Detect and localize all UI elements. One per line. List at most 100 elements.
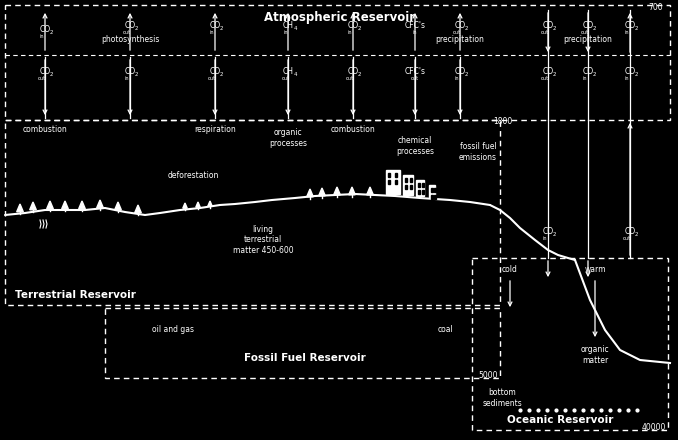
Text: living
terrestrial
matter 450-600: living terrestrial matter 450-600 xyxy=(233,225,294,255)
Text: CFC's: CFC's xyxy=(405,67,426,77)
Text: fossil fuel
emissions: fossil fuel emissions xyxy=(459,142,497,161)
Text: 2: 2 xyxy=(50,30,54,36)
Text: precipitation: precipitation xyxy=(563,36,612,44)
Text: out: out xyxy=(453,29,461,34)
Polygon shape xyxy=(183,203,187,208)
Text: Fossil Fuel Reservoir: Fossil Fuel Reservoir xyxy=(244,353,366,363)
Text: 2: 2 xyxy=(50,73,54,77)
Text: 2: 2 xyxy=(635,26,639,30)
Polygon shape xyxy=(115,202,121,210)
Bar xyxy=(5,120,500,305)
Bar xyxy=(395,173,397,177)
Text: Terrestrial Reservoir: Terrestrial Reservoir xyxy=(14,290,136,300)
Text: out: out xyxy=(208,77,216,81)
Text: respiration: respiration xyxy=(194,125,236,135)
Polygon shape xyxy=(30,202,37,210)
Bar xyxy=(410,185,412,189)
Text: in: in xyxy=(543,236,547,242)
Bar xyxy=(405,178,407,182)
Polygon shape xyxy=(367,187,374,195)
Text: 40000: 40000 xyxy=(641,423,666,433)
Polygon shape xyxy=(97,200,103,208)
Text: 2: 2 xyxy=(220,73,224,77)
Text: 4: 4 xyxy=(294,26,298,30)
Text: CO: CO xyxy=(210,67,220,77)
Text: out: out xyxy=(346,77,354,81)
Text: CO: CO xyxy=(347,67,359,77)
Bar xyxy=(418,190,420,194)
Bar xyxy=(395,180,397,184)
Text: Oceanic Reservoir: Oceanic Reservoir xyxy=(507,415,613,425)
Bar xyxy=(472,258,668,430)
Text: CO: CO xyxy=(39,26,51,34)
Text: 2: 2 xyxy=(635,232,639,238)
Polygon shape xyxy=(79,201,85,209)
Text: out: out xyxy=(38,77,46,81)
Text: CO: CO xyxy=(582,21,593,29)
Text: CO: CO xyxy=(542,21,553,29)
Text: 2: 2 xyxy=(553,232,557,238)
Text: chemical
processes: chemical processes xyxy=(396,136,434,156)
Polygon shape xyxy=(62,201,68,209)
Polygon shape xyxy=(306,189,313,197)
Bar xyxy=(431,195,433,199)
Polygon shape xyxy=(196,202,200,207)
Text: out: out xyxy=(541,29,549,34)
Text: organic
processes: organic processes xyxy=(269,128,307,148)
Text: organic
matter: organic matter xyxy=(580,345,610,365)
Text: 2: 2 xyxy=(593,73,597,77)
Text: 2: 2 xyxy=(553,73,557,77)
Text: 2: 2 xyxy=(135,26,138,30)
Text: oil and gas: oil and gas xyxy=(152,326,194,334)
Polygon shape xyxy=(135,205,141,213)
Polygon shape xyxy=(47,201,54,209)
Text: CO: CO xyxy=(454,67,466,77)
Bar xyxy=(403,175,413,195)
Text: CO: CO xyxy=(347,21,359,29)
Text: in: in xyxy=(624,77,629,81)
Text: 700: 700 xyxy=(648,4,663,12)
Text: 2: 2 xyxy=(135,73,138,77)
Text: 2: 2 xyxy=(553,26,557,30)
Bar xyxy=(429,185,435,197)
Bar xyxy=(431,188,433,192)
Text: CO: CO xyxy=(454,21,466,29)
Text: in: in xyxy=(455,77,459,81)
Text: CO: CO xyxy=(125,21,136,29)
Text: cold: cold xyxy=(502,265,518,275)
Bar xyxy=(416,180,424,196)
Bar xyxy=(5,5,670,120)
Text: CO: CO xyxy=(624,21,635,29)
Text: 2: 2 xyxy=(358,26,361,30)
Text: CO: CO xyxy=(39,67,51,77)
Text: deforestation: deforestation xyxy=(167,170,219,180)
Polygon shape xyxy=(207,201,212,206)
Polygon shape xyxy=(319,188,325,196)
Text: in: in xyxy=(583,77,587,81)
Text: out: out xyxy=(623,236,631,242)
Bar xyxy=(433,195,435,199)
Text: in: in xyxy=(210,29,214,34)
Text: out: out xyxy=(411,77,419,81)
Text: CO: CO xyxy=(542,67,553,77)
Text: out: out xyxy=(581,29,589,34)
Text: CO: CO xyxy=(542,227,553,236)
Text: 2: 2 xyxy=(465,26,468,30)
Bar xyxy=(388,180,390,184)
Text: coal: coal xyxy=(437,326,453,334)
Text: 2: 2 xyxy=(358,73,361,77)
Text: CO: CO xyxy=(582,67,593,77)
Text: in: in xyxy=(413,29,417,34)
Text: CO: CO xyxy=(624,227,635,236)
Bar xyxy=(422,190,424,194)
Text: in: in xyxy=(40,34,44,40)
Text: CO: CO xyxy=(624,67,635,77)
Text: warm: warm xyxy=(584,265,605,275)
Polygon shape xyxy=(334,187,340,195)
Text: 2: 2 xyxy=(465,73,468,77)
Bar xyxy=(418,183,420,187)
Text: bottom
sediments: bottom sediments xyxy=(482,388,522,408)
Text: out: out xyxy=(541,77,549,81)
Bar xyxy=(410,178,412,182)
Bar xyxy=(422,183,424,187)
